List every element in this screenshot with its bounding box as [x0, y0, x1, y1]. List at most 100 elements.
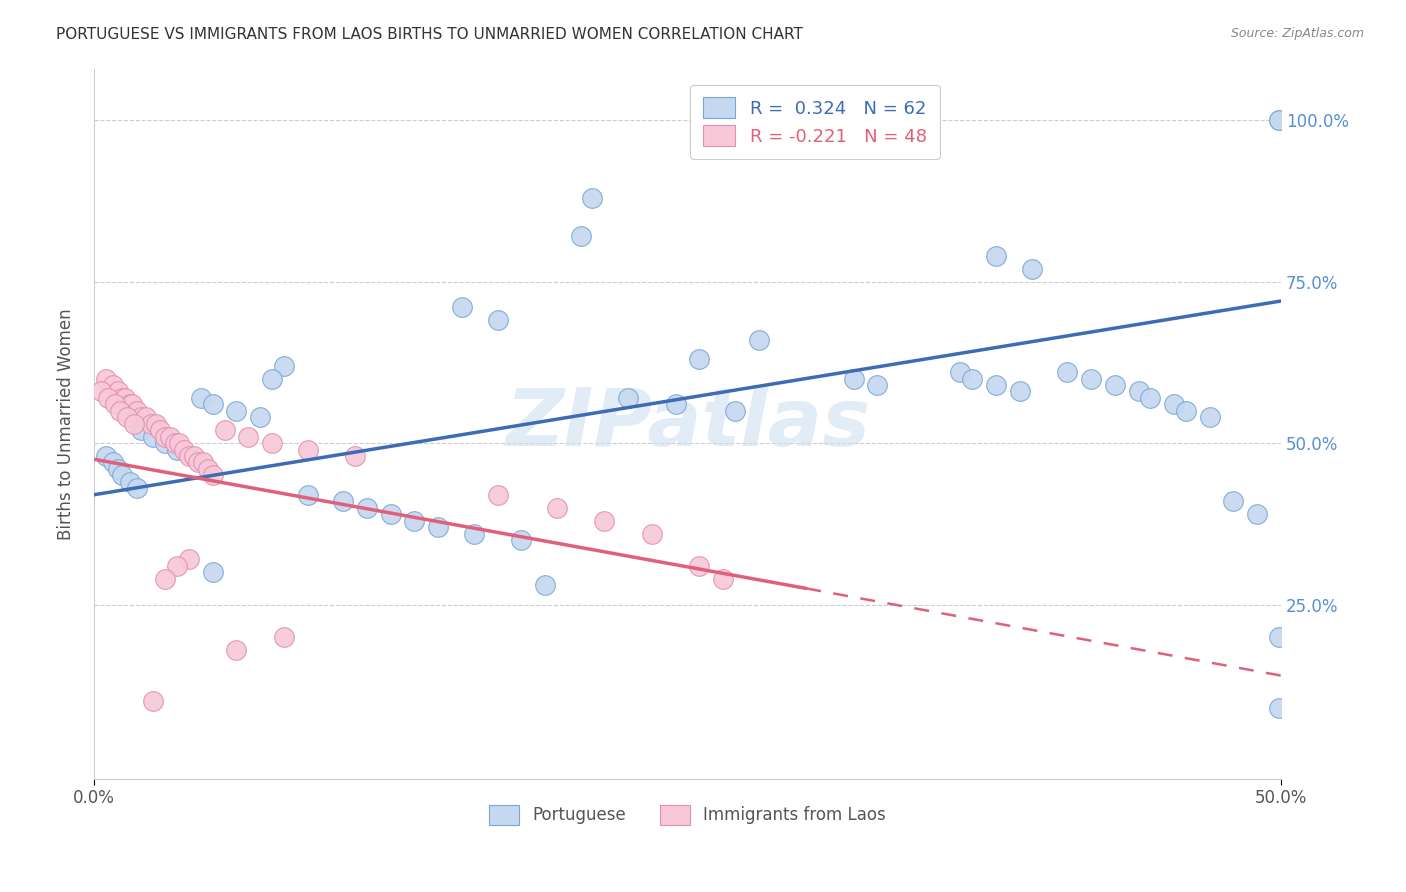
Point	[139, 417, 162, 431]
Point	[297, 442, 319, 457]
Point	[249, 410, 271, 425]
Point	[451, 301, 474, 315]
Point	[344, 449, 367, 463]
Point	[107, 384, 129, 399]
Point	[1056, 365, 1078, 379]
Point	[183, 449, 205, 463]
Point	[581, 191, 603, 205]
Point	[107, 462, 129, 476]
Point	[949, 365, 972, 379]
Point	[1246, 507, 1268, 521]
Point	[97, 391, 120, 405]
Point	[177, 449, 200, 463]
Point	[118, 475, 141, 489]
Point	[260, 436, 283, 450]
Point	[664, 397, 686, 411]
Point	[1128, 384, 1150, 399]
Point	[166, 558, 188, 573]
Point	[225, 404, 247, 418]
Point	[111, 468, 134, 483]
Point	[273, 630, 295, 644]
Point	[201, 468, 224, 483]
Point	[191, 455, 214, 469]
Point	[984, 378, 1007, 392]
Point	[201, 397, 224, 411]
Point	[94, 449, 117, 463]
Point	[238, 430, 260, 444]
Y-axis label: Births to Unmarried Women: Births to Unmarried Women	[58, 308, 75, 540]
Point	[486, 313, 509, 327]
Text: PORTUGUESE VS IMMIGRANTS FROM LAOS BIRTHS TO UNMARRIED WOMEN CORRELATION CHART: PORTUGUESE VS IMMIGRANTS FROM LAOS BIRTH…	[56, 27, 803, 42]
Point	[831, 113, 853, 128]
Point	[486, 488, 509, 502]
Point	[546, 500, 568, 515]
Point	[153, 572, 176, 586]
Point	[1267, 701, 1289, 715]
Point	[510, 533, 533, 547]
Point	[273, 359, 295, 373]
Point	[866, 378, 889, 392]
Point	[877, 113, 900, 128]
Point	[984, 249, 1007, 263]
Point	[724, 404, 747, 418]
Text: Source: ZipAtlas.com: Source: ZipAtlas.com	[1230, 27, 1364, 40]
Point	[807, 113, 830, 128]
Point	[1267, 113, 1289, 128]
Point	[404, 514, 426, 528]
Point	[641, 526, 664, 541]
Point	[173, 442, 195, 457]
Point	[131, 423, 153, 437]
Point	[163, 436, 186, 450]
Point	[534, 578, 557, 592]
Point	[1104, 378, 1126, 392]
Point	[214, 423, 236, 437]
Point	[1175, 404, 1198, 418]
Point	[101, 455, 124, 469]
Point	[201, 566, 224, 580]
Point	[190, 391, 212, 405]
Point	[111, 391, 134, 405]
Point	[380, 507, 402, 521]
Point	[748, 333, 770, 347]
Point	[115, 410, 138, 425]
Point	[297, 488, 319, 502]
Point	[104, 397, 127, 411]
Point	[135, 410, 157, 425]
Point	[153, 436, 176, 450]
Point	[153, 430, 176, 444]
Text: ZIPatlas: ZIPatlas	[505, 384, 870, 463]
Point	[94, 371, 117, 385]
Point	[131, 410, 153, 425]
Point	[114, 391, 136, 405]
Point	[149, 423, 172, 437]
Point	[617, 391, 640, 405]
Point	[1008, 384, 1031, 399]
Point	[118, 397, 141, 411]
Point	[842, 371, 865, 385]
Point	[166, 442, 188, 457]
Point	[1267, 630, 1289, 644]
Point	[125, 481, 148, 495]
Point	[225, 642, 247, 657]
Point	[1139, 391, 1161, 405]
Point	[90, 384, 112, 399]
Point	[1080, 371, 1102, 385]
Point	[159, 430, 181, 444]
Point	[177, 552, 200, 566]
Point	[121, 397, 143, 411]
Point	[1163, 397, 1185, 411]
Legend: Portuguese, Immigrants from Laos: Portuguese, Immigrants from Laos	[479, 796, 896, 835]
Point	[101, 378, 124, 392]
Point	[332, 494, 354, 508]
Point	[124, 417, 146, 431]
Point	[197, 462, 219, 476]
Point	[260, 371, 283, 385]
Point	[463, 526, 485, 541]
Point	[711, 572, 734, 586]
Point	[427, 520, 450, 534]
Point	[169, 436, 191, 450]
Point	[593, 514, 616, 528]
Point	[962, 371, 984, 385]
Point	[1198, 410, 1220, 425]
Point	[1267, 113, 1289, 128]
